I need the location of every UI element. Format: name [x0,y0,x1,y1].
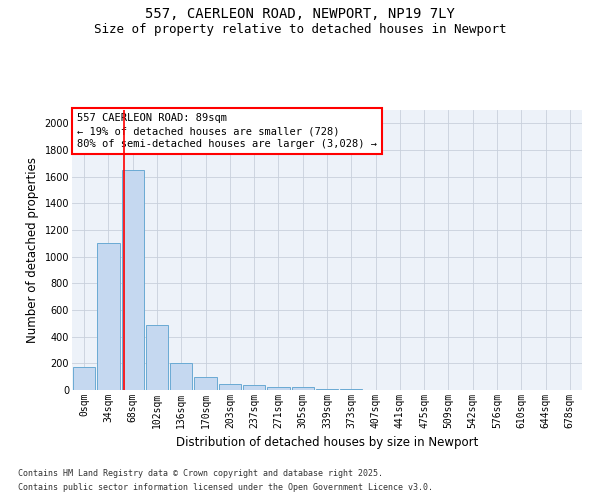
Bar [292,387,314,390]
Bar [170,364,193,390]
Text: Size of property relative to detached houses in Newport: Size of property relative to detached ho… [94,22,506,36]
Bar [316,388,338,390]
Text: 557 CAERLEON ROAD: 89sqm
← 19% of detached houses are smaller (728)
80% of semi-: 557 CAERLEON ROAD: 89sqm ← 19% of detach… [77,113,377,149]
Bar [194,376,217,390]
Bar [146,324,168,390]
Text: 557, CAERLEON ROAD, NEWPORT, NP19 7LY: 557, CAERLEON ROAD, NEWPORT, NP19 7LY [145,8,455,22]
Bar [267,387,290,390]
Text: Contains HM Land Registry data © Crown copyright and database right 2025.: Contains HM Land Registry data © Crown c… [18,468,383,477]
Bar [73,368,95,390]
Bar [218,384,241,390]
X-axis label: Distribution of detached houses by size in Newport: Distribution of detached houses by size … [176,436,478,450]
Bar [122,170,144,390]
Bar [97,244,119,390]
Bar [243,386,265,390]
Text: Contains public sector information licensed under the Open Government Licence v3: Contains public sector information licen… [18,484,433,492]
Y-axis label: Number of detached properties: Number of detached properties [26,157,39,343]
